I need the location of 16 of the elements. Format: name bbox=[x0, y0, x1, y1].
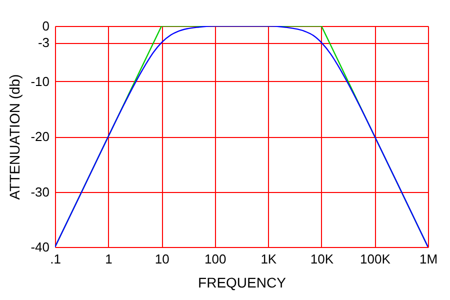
x-tick-label: 1M bbox=[419, 252, 438, 266]
y-tick-label: -40 bbox=[30, 240, 50, 254]
x-tick-label: 10K bbox=[310, 252, 334, 266]
x-tick-label: .1 bbox=[50, 252, 61, 266]
y-tick-label: -20 bbox=[30, 129, 50, 144]
y-tick-label: 0 bbox=[42, 18, 50, 34]
y-axis-title: ATTENUATION (db) bbox=[6, 74, 23, 200]
x-tick-label: 10 bbox=[154, 252, 170, 266]
x-axis-title: FREQUENCY bbox=[198, 274, 287, 290]
x-tick-label: 100K bbox=[360, 252, 391, 266]
y-tick-label: -3 bbox=[38, 35, 50, 50]
x-tick-label: 100 bbox=[204, 252, 226, 266]
y-tick-label: -30 bbox=[30, 184, 50, 200]
x-tick-label: 1 bbox=[105, 252, 112, 266]
x-tick-label: 1K bbox=[260, 252, 277, 266]
y-tick-label: -10 bbox=[30, 74, 50, 89]
